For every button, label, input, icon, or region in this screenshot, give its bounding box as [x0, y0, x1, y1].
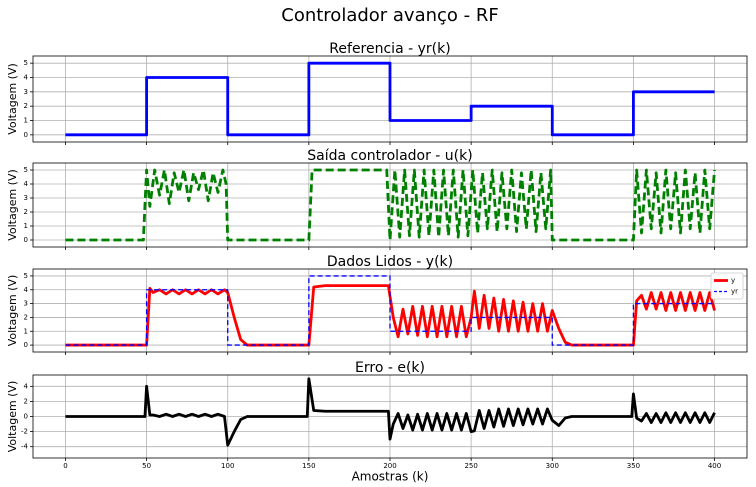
- y-tick-label: 0: [24, 236, 28, 244]
- legend-label: y: [731, 277, 735, 285]
- y-axis-label: Voltagem (V): [6, 63, 19, 135]
- data-line: [65, 61, 715, 137]
- x-tick-label: 200: [383, 462, 396, 470]
- x-tick-label: 250: [464, 462, 477, 470]
- legend-box: [710, 272, 744, 300]
- y-tick-label: 0: [24, 341, 28, 349]
- figure-title: Controlador avanço - RF: [281, 5, 499, 26]
- legend-label: yr: [731, 288, 738, 296]
- y-tick-label: -4: [21, 443, 29, 451]
- y-tick-label: 2: [24, 208, 28, 216]
- y-tick-label: 0: [24, 131, 28, 139]
- y-axis-label: Voltagem (V): [6, 381, 19, 453]
- axes-frame: [32, 55, 748, 143]
- y-tick-label: -2: [21, 428, 28, 436]
- y-tick-label: 1: [24, 327, 28, 335]
- data-line: [65, 377, 716, 447]
- y-tick-label: 0: [24, 413, 28, 421]
- y-tick-label: 1: [24, 117, 28, 125]
- y-axis-label: Voltagem (V): [6, 275, 19, 347]
- x-tick-label: 300: [546, 462, 559, 470]
- y-tick-label: 4: [24, 286, 29, 294]
- subplot-title: Saída controlador - u(k): [307, 148, 472, 164]
- data-line: [65, 284, 716, 347]
- y-tick-label: 3: [24, 194, 28, 202]
- y-tick-label: 2: [24, 102, 28, 110]
- y-tick-label: 5: [24, 59, 28, 67]
- y-tick-label: 2: [24, 397, 28, 405]
- axes-frame: [32, 374, 748, 459]
- x-tick-label: 400: [708, 462, 721, 470]
- y-tick-label: 5: [24, 166, 28, 174]
- y-tick-label: 4: [24, 382, 29, 390]
- y-tick-label: 4: [24, 74, 29, 82]
- y-tick-label: 4: [24, 180, 29, 188]
- y-tick-label: 1: [24, 222, 28, 230]
- axes-frame: [32, 268, 748, 353]
- y-tick-label: 3: [24, 88, 28, 96]
- subplot-title: Erro - e(k): [355, 360, 425, 376]
- x-tick-label: 150: [302, 462, 315, 470]
- y-tick-label: 5: [24, 272, 28, 280]
- x-tick-label: 100: [221, 462, 234, 470]
- x-tick-label: 350: [627, 462, 640, 470]
- x-tick-label: 50: [142, 462, 151, 470]
- y-tick-label: 2: [24, 313, 28, 321]
- y-axis-label: Voltagem (V): [6, 169, 19, 241]
- x-axis-label: Amostras (k): [352, 470, 429, 484]
- axes-frame: [32, 162, 748, 248]
- data-line: [65, 275, 715, 346]
- y-tick-label: 3: [24, 300, 28, 308]
- subplot-title: Dados Lidos - y(k): [327, 254, 453, 270]
- data-line: [65, 168, 716, 242]
- x-tick-label: 0: [63, 462, 67, 470]
- subplot-title: Referencia - yr(k): [329, 41, 450, 57]
